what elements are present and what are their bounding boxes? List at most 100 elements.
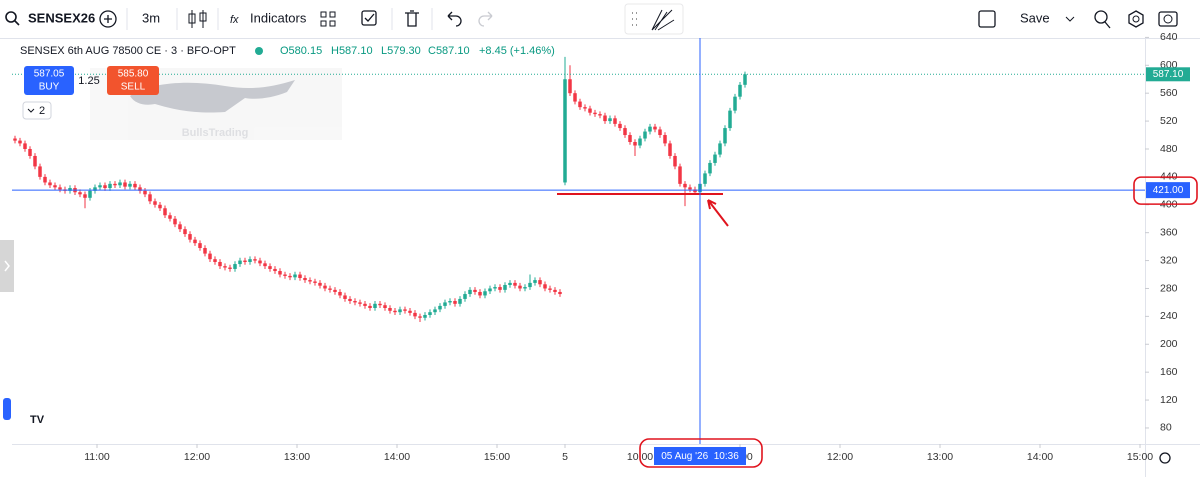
symbol-search[interactable]: SENSEX26 [5, 10, 95, 26]
candle-body [533, 280, 537, 283]
side-panel-tab[interactable] [0, 240, 14, 292]
candle-body [53, 185, 57, 188]
annotation-arrow [707, 199, 729, 227]
candle-body [178, 224, 182, 230]
spread: 1.25 [78, 75, 99, 87]
candle-body [728, 110, 732, 129]
templates-button[interactable] [320, 11, 336, 27]
crosshair-price-label: 421.00 [1153, 185, 1184, 196]
sell-button[interactable]: 585.80 SELL [107, 66, 159, 95]
last-price-badge [1146, 67, 1190, 82]
candle-body [683, 183, 687, 188]
last-price-label: 587.10 [1153, 69, 1184, 80]
candle-body [333, 289, 337, 292]
crosshair-price-badge [1146, 182, 1190, 199]
candle-body [28, 148, 32, 156]
candle-body [238, 260, 242, 265]
candle-body [288, 275, 292, 278]
symbol: SENSEX26 [28, 10, 95, 25]
candle-body [203, 248, 207, 254]
candle-body [158, 204, 162, 209]
candle-body [603, 115, 607, 122]
candle-body [598, 114, 602, 116]
candle-body [133, 183, 137, 188]
chart-type-button[interactable] [188, 10, 207, 28]
screenshot-button[interactable] [1158, 11, 1178, 27]
save-menu[interactable] [1065, 16, 1075, 22]
candle-body [303, 278, 307, 281]
check-icon [364, 13, 375, 22]
candle-body [373, 303, 377, 308]
candle-body [128, 183, 132, 187]
redo-button[interactable] [478, 11, 493, 27]
candle-body [273, 268, 277, 272]
save-button[interactable]: Save [1020, 10, 1050, 25]
candle-body [328, 288, 332, 290]
x-tick-label: 15:00 [484, 451, 510, 463]
candle-body [543, 284, 547, 289]
alert-button[interactable] [361, 10, 377, 26]
object-tree-tab[interactable] [3, 398, 11, 420]
chevron [4, 260, 10, 272]
candle-body [348, 298, 352, 302]
y-tick-label: 640 [1160, 31, 1178, 43]
y-tick-label: 360 [1160, 226, 1178, 238]
candle-body [378, 303, 382, 306]
candle-body [663, 135, 667, 144]
candle-body [48, 182, 52, 186]
candle-body [588, 108, 592, 113]
grid-icon [329, 20, 336, 27]
x-tick-label: 12:00 [184, 451, 210, 463]
candle-body [58, 187, 62, 190]
candle-body [623, 128, 627, 136]
candle-body [563, 79, 567, 183]
undo-button[interactable] [447, 11, 462, 27]
legend-close: C587.10 [428, 45, 470, 57]
x-tick-label: 13:00 [284, 451, 310, 463]
settings-icon [1132, 15, 1140, 23]
interval[interactable]: 3m [142, 10, 160, 25]
quick-search[interactable] [1094, 10, 1108, 24]
candle-body [223, 266, 227, 268]
candle-icon [199, 12, 207, 22]
candle-body [363, 303, 367, 306]
candle-body [98, 185, 102, 188]
candle-body [448, 301, 452, 303]
indicators-button[interactable]: fx Indicators [230, 10, 307, 25]
candle-body [153, 201, 157, 205]
layouts-bg [22, 101, 52, 120]
indicators-label: Indicators [250, 10, 307, 25]
crosshair-time-label: 05 Aug '26 10:36 [661, 451, 739, 462]
settings-button[interactable] [1128, 10, 1144, 28]
layout-toggle[interactable] [978, 10, 996, 28]
layouts-toggle[interactable]: 2 [22, 101, 52, 120]
plus-icon [104, 15, 112, 23]
delete-button[interactable] [405, 10, 419, 27]
drawing-toolbar [624, 3, 684, 35]
candle-body [418, 316, 422, 318]
candle-body [688, 187, 692, 190]
buy-button[interactable]: 587.05 BUY [24, 66, 74, 95]
candle-body [553, 289, 557, 292]
candle-body [193, 239, 197, 244]
candle-body [23, 143, 27, 149]
candle-body [628, 135, 632, 143]
time-highlight-ring [639, 438, 763, 468]
candle-body [353, 301, 357, 303]
candle-body [258, 260, 262, 264]
grid-icon [320, 11, 327, 18]
watermark-text: BullsTrading [182, 127, 249, 139]
candle-body [493, 287, 497, 289]
candle-body [743, 74, 747, 85]
drag-handle[interactable] [632, 12, 637, 26]
candle-body [548, 288, 552, 290]
compare-button[interactable] [99, 10, 117, 28]
candle-body [528, 282, 532, 288]
candle-body [313, 281, 317, 283]
axis-settings[interactable] [1159, 452, 1171, 464]
candle-body [408, 310, 412, 313]
y-tick-label: 160 [1160, 366, 1178, 378]
search-icon [5, 11, 17, 23]
trash-icon [405, 10, 419, 27]
drawing-tool-icon[interactable] [651, 9, 675, 31]
